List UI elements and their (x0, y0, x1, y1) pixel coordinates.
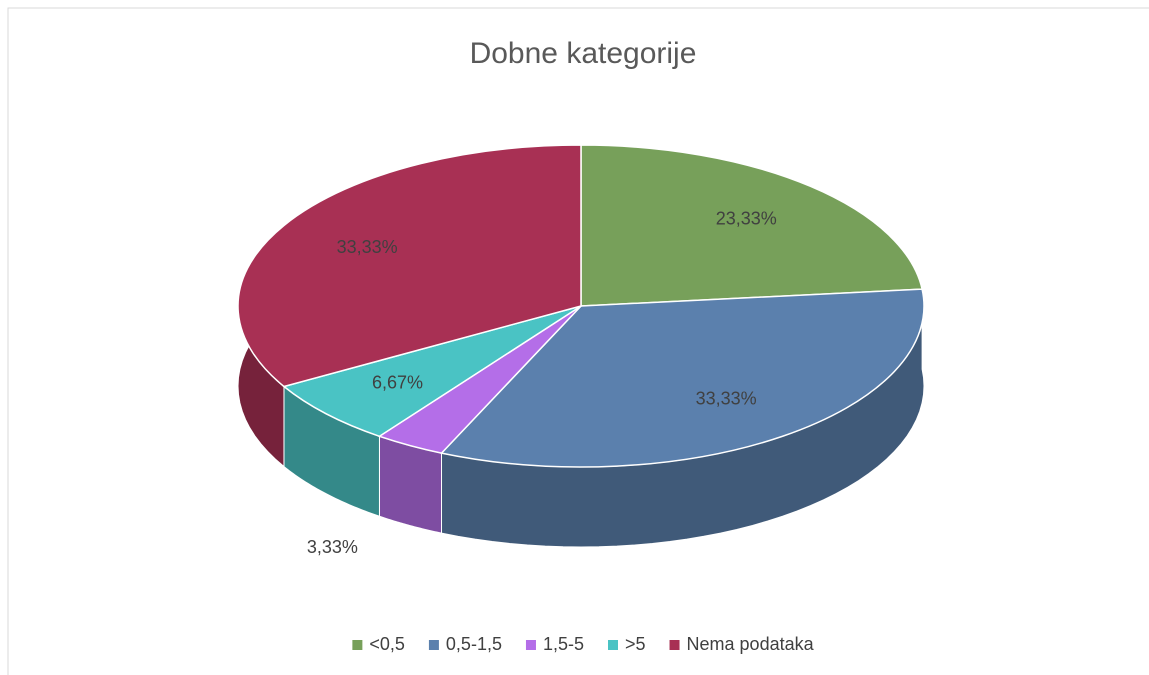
legend-marker (352, 640, 363, 650)
chart-title: Dobne kategorije (470, 37, 697, 70)
data-label: 33,33% (337, 237, 398, 257)
data-label: 33,33% (696, 389, 757, 409)
legend-marker (428, 640, 439, 650)
legend: <0,5 0,5-1,5 1,5-5 >5 Nema podataka (352, 634, 815, 654)
data-label: 23,33% (716, 209, 777, 229)
legend-marker (608, 640, 618, 650)
legend-marker (669, 640, 680, 650)
pie-slice (440, 288, 925, 468)
pie-slice (282, 305, 582, 438)
legend-label: <0,5 (369, 634, 405, 654)
pie-slice (237, 144, 582, 388)
data-label: 3,33% (307, 537, 358, 557)
chart-frame (7, 7, 1149, 675)
legend-label: Nema podataka (687, 634, 815, 654)
data-label: 6,67% (372, 372, 423, 392)
legend-label: 0,5-1,5 (446, 634, 502, 654)
legend-marker (525, 640, 536, 650)
legend-label: >5 (625, 634, 646, 654)
legend-label: 1,5-5 (543, 634, 584, 654)
pie-slice (580, 144, 924, 307)
